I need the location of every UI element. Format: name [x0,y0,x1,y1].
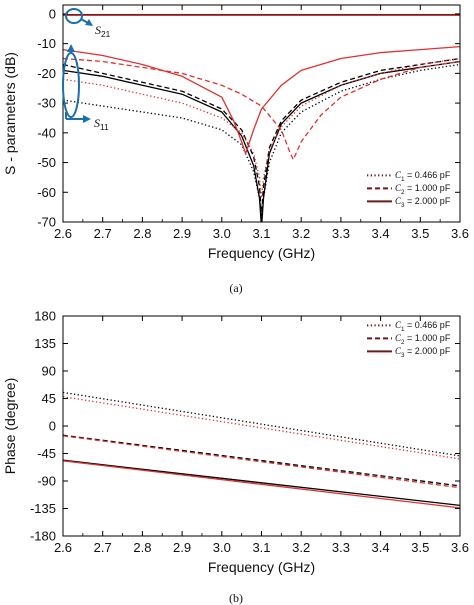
x-tick-label: 3.1 [252,540,270,555]
y-tick-label: -40 [37,125,56,140]
y-tick-label: -60 [37,185,56,200]
legend-label-subscript: 2 [401,189,405,196]
legend-label-subscript: 1 [401,326,405,333]
x-tick-label: 2.6 [54,226,72,241]
y-tick-label: -90 [37,474,56,489]
s21-label: S21 [95,23,111,39]
x-axis-label: Frequency (GHz) [208,559,315,575]
x-tick-label: 2.9 [173,226,191,241]
legend-label-text: = 2.000 pF [405,196,451,206]
legend-label: C2 = 1.000 pF [395,183,451,196]
s21-label-symbol: S [95,23,101,37]
y-tick-label: -20 [37,66,56,81]
legend-label-subscript: 1 [401,176,405,183]
y-tick-label: 90 [42,364,56,379]
x-axis-label: Frequency (GHz) [208,245,315,261]
x-tick-label: 3.6 [451,226,469,241]
series-line-4 [63,459,460,507]
legend-label-text: = 0.466 pF [405,320,451,330]
x-tick-label: 3.3 [332,226,350,241]
x-tick-label: 3.1 [252,226,270,241]
y-tick-label: 135 [34,336,56,351]
legend-label-symbol: C [395,196,402,206]
legend-label: C2 = 1.000 pF [395,333,451,346]
s21-label-subscript: 21 [101,29,111,39]
legend-label: C1 = 0.466 pF [395,170,451,183]
chart-b: 2.6 2.7 2.8 2.9 3.0 3.1 3.2 3.3 3.4 3.5 3.6 180 135 9… [2,309,469,605]
legend-label: C3 = 2.000 pF [395,196,451,209]
x-tick-label: 2.8 [133,540,151,555]
figure-caption: (b) [229,591,243,605]
x-tick-label: 3.0 [213,226,231,241]
legend-label: C1 = 0.466 pF [395,320,451,333]
series-line-1 [63,396,460,460]
x-tick-label: 3.5 [411,540,429,555]
x-tick-label: 3.3 [332,540,350,555]
s11-label-symbol: S [94,116,100,130]
s11-arrowhead [83,115,91,123]
x-tick-label: 3.2 [292,226,310,241]
s11-ellipse [62,52,80,118]
x-tick-label: 3.4 [372,540,390,555]
y-axis-label: S - parameters (dB) [2,52,18,175]
series-line-2 [63,60,460,222]
x-tick-label: 3.0 [213,540,231,555]
y-tick-label: -180 [30,529,56,544]
legend-label-subscript: 3 [401,352,405,359]
series-line-3 [63,57,460,199]
legend-label-symbol: C [395,320,402,330]
y-tick-label: 0 [49,6,56,21]
y-axis-label: Phase (degree) [2,378,18,475]
legend-label-symbol: C [395,346,402,356]
legend-label-symbol: C [395,170,402,180]
y-tick-label: 45 [42,391,56,406]
x-tick-label: 2.8 [133,226,151,241]
s11-top-arrowhead [67,44,75,52]
legend-label-text: = 2.000 pF [405,346,451,356]
series-line-3 [63,435,460,489]
series-group [63,14,460,222]
y-tick-label: 180 [34,309,56,324]
series-line-5 [63,45,460,155]
x-tick-label: 2.6 [54,540,72,555]
legend-label-text: = 1.000 pF [405,333,451,343]
s11-label: S11 [94,116,109,132]
s11-label-subscript: 11 [100,122,109,132]
y-tick-label: -10 [37,36,56,51]
y-tick-label: -30 [37,96,56,111]
series-line-2 [63,434,460,487]
x-tick-label: 2.9 [173,540,191,555]
series-line-1 [63,57,460,217]
legend-label-subscript: 2 [401,339,405,346]
legend-label-symbol: C [395,333,402,343]
x-tick-label: 2.7 [94,226,112,241]
x-tick-label: 2.7 [94,540,112,555]
legend-label-text: = 1.000 pF [405,183,451,193]
figure-caption: (a) [229,281,242,295]
y-tick-label: -45 [37,446,56,461]
x-tick-label: 3.4 [372,226,390,241]
chart-a: 2.6 2.7 2.8 2.9 3.0 3.1 3.2 3.3 3.4 3.5 3.6 0 -10 -20… [2,4,469,295]
legend-label-text: = 0.466 pF [405,170,451,180]
x-tick-label: 3.2 [292,540,310,555]
legend-label-symbol: C [395,183,402,193]
s21-circle [65,8,83,24]
y-tick-label: 0 [49,419,56,434]
legend-label-subscript: 3 [401,202,405,209]
x-tick-label: 3.6 [451,540,469,555]
legend-label: C3 = 2.000 pF [395,346,451,359]
y-tick-label: -70 [37,215,56,230]
series-group [63,391,460,509]
series-line-0 [63,391,460,457]
series-line-5 [63,460,460,509]
y-tick-label: -50 [37,155,56,170]
x-tick-label: 3.5 [411,226,429,241]
y-tick-label: -135 [30,501,56,516]
s21-arrowhead [85,19,93,26]
